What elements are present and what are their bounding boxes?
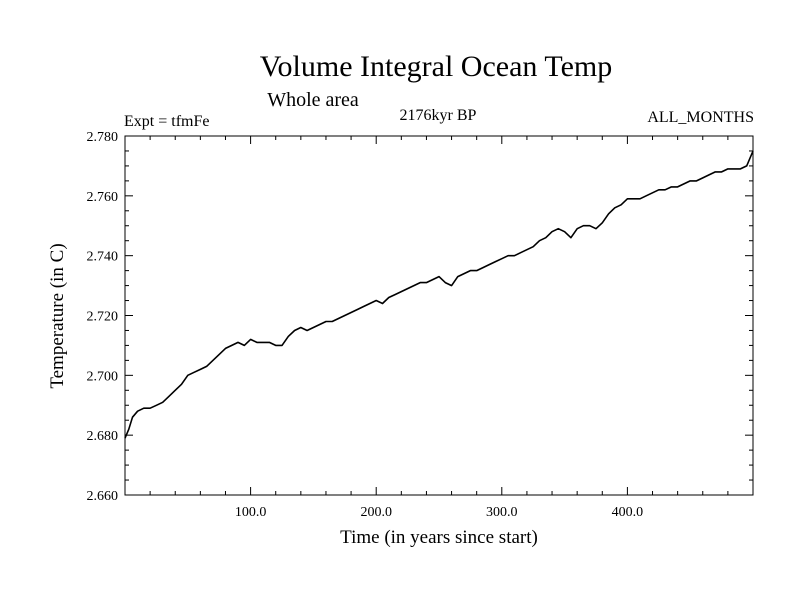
y-tick-label: 2.780 — [87, 130, 119, 145]
months-label: ALL_MONTHS — [647, 109, 754, 126]
x-tick-label: 300.0 — [486, 505, 518, 520]
chart-title: Volume Integral Ocean Temp — [260, 50, 613, 83]
chart-subtitle: Whole area — [267, 89, 359, 111]
y-tick-label: 2.660 — [87, 489, 119, 504]
y-axis-label: Temperature (in C) — [47, 243, 68, 388]
y-tick-label: 2.760 — [87, 190, 119, 205]
x-axis: 100.0 200.0 300.0 400.0 — [149, 136, 729, 520]
x-tick-label: 400.0 — [612, 505, 644, 520]
x-tick-label: 200.0 — [360, 505, 392, 520]
y-tick-label: 2.700 — [87, 369, 119, 384]
y-tick-label: 2.680 — [87, 429, 119, 444]
period-label: 2176kyr BP — [400, 107, 477, 124]
y-tick-label: 2.720 — [87, 310, 119, 325]
temperature-series-line — [124, 150, 754, 439]
y-tick-label: 2.740 — [87, 250, 119, 265]
x-tick-label: 100.0 — [235, 505, 267, 520]
y-axis: 2.660 2.680 2.700 2.720 2.740 2.760 2.780 — [87, 130, 753, 504]
x-axis-label: Time (in years since start) — [340, 527, 538, 548]
experiment-label: Expt = tfmFe — [124, 113, 209, 130]
plot-frame — [124, 135, 754, 496]
